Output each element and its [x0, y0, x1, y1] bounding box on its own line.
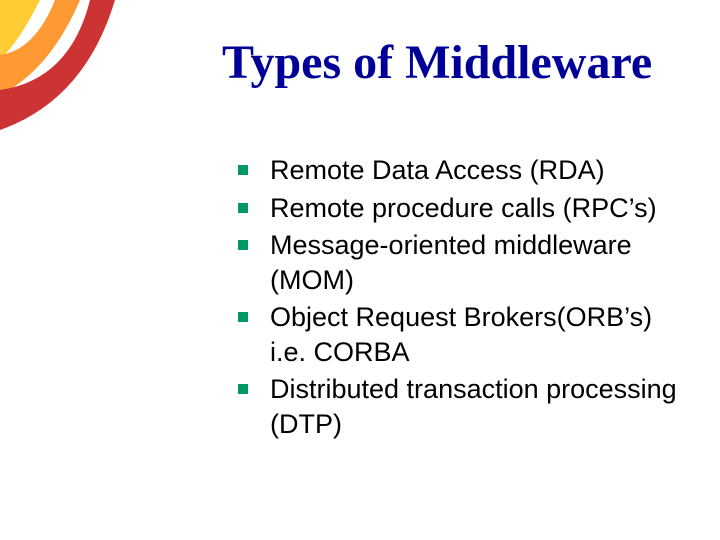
slide: Types of Middleware Remote Data Access (… [0, 0, 720, 540]
list-item: Object Request Brokers(ORB’s) i.e. CORBA [238, 300, 690, 369]
bullet-icon [238, 240, 248, 250]
slide-title: Types of Middleware [222, 38, 652, 88]
list-item-text: Remote Data Access (RDA) [270, 153, 605, 188]
bullet-icon [238, 384, 248, 394]
list-item: Distributed transaction processing (DTP) [238, 372, 690, 441]
list-item-text: Object Request Brokers(ORB’s) i.e. CORBA [270, 300, 690, 369]
list-item-text: Remote procedure calls (RPC’s) [270, 191, 657, 226]
corner-swoosh-decoration [0, 0, 180, 180]
bullet-list: Remote Data Access (RDA) Remote procedur… [238, 153, 690, 444]
list-item: Remote procedure calls (RPC’s) [238, 191, 690, 226]
bullet-icon [238, 312, 248, 322]
bullet-icon [238, 203, 248, 213]
bullet-icon [238, 165, 248, 175]
list-item: Remote Data Access (RDA) [238, 153, 690, 188]
list-item: Message-oriented middleware (MOM) [238, 228, 690, 297]
list-item-text: Message-oriented middleware (MOM) [270, 228, 690, 297]
list-item-text: Distributed transaction processing (DTP) [270, 372, 690, 441]
